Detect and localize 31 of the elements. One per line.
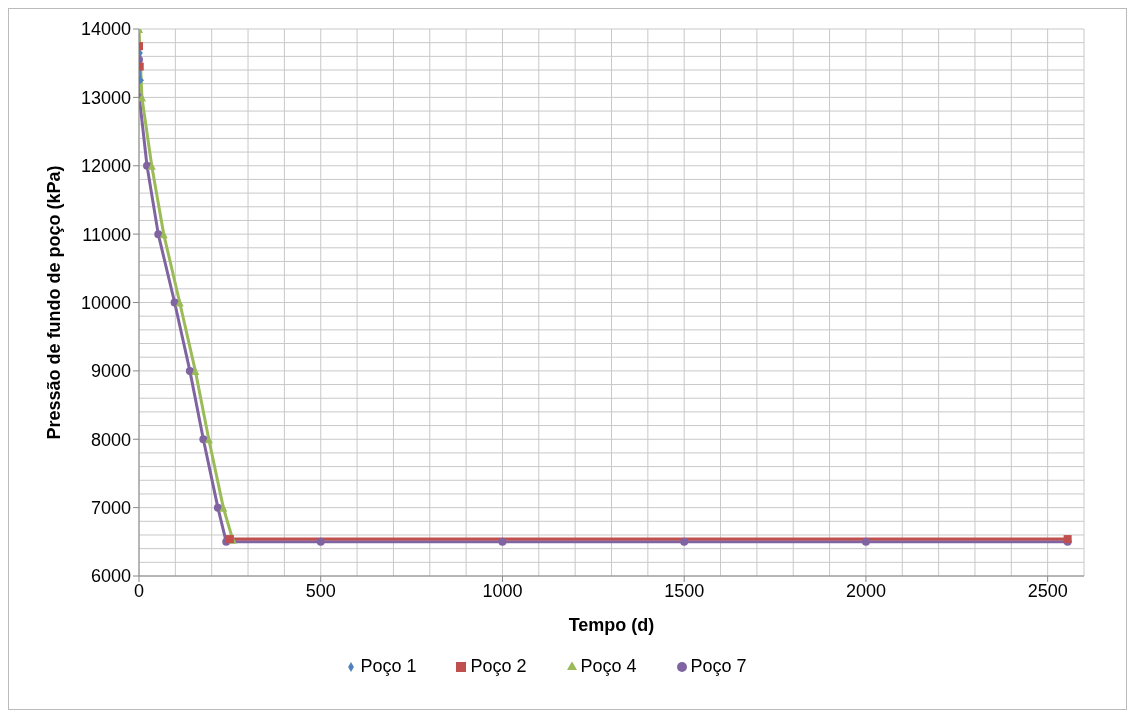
y-tick-label: 12000 — [80, 156, 131, 177]
legend-label: Poço 2 — [470, 656, 527, 676]
point — [154, 230, 163, 239]
y-tick-label: 13000 — [80, 87, 131, 108]
y-tick-label: 14000 — [80, 19, 131, 40]
x-tick-label: 1000 — [482, 580, 523, 601]
y-tick-label: 10000 — [80, 292, 131, 313]
point — [185, 366, 194, 375]
x-axis-title: Tempo (d) — [568, 615, 655, 635]
point — [213, 503, 222, 512]
x-tick-label: 2500 — [1027, 580, 1068, 601]
point — [147, 161, 156, 170]
x-tick-label: 2000 — [845, 580, 886, 601]
y-tick-label: 8000 — [90, 429, 131, 450]
y-tick-label: 11000 — [82, 224, 131, 245]
y-tick-label: 7000 — [90, 498, 131, 519]
y-axis-title: Pressão de fundo de poço (kPa) — [44, 165, 65, 440]
x-tick-label: 500 — [305, 580, 336, 601]
point — [175, 298, 184, 307]
y-tick-label: 9000 — [90, 361, 131, 382]
x-tick-label: 0 — [133, 580, 145, 601]
point — [199, 435, 208, 444]
point — [861, 537, 870, 546]
point — [316, 537, 325, 546]
legend-label: Poço 1 — [360, 656, 417, 676]
x-tick-label: 1500 — [664, 580, 705, 601]
point — [498, 537, 507, 546]
point — [680, 537, 689, 546]
legend-label: Poço 7 — [690, 656, 747, 676]
legend-label: Poço 4 — [580, 656, 637, 676]
y-tick-label: 6000 — [90, 566, 131, 587]
